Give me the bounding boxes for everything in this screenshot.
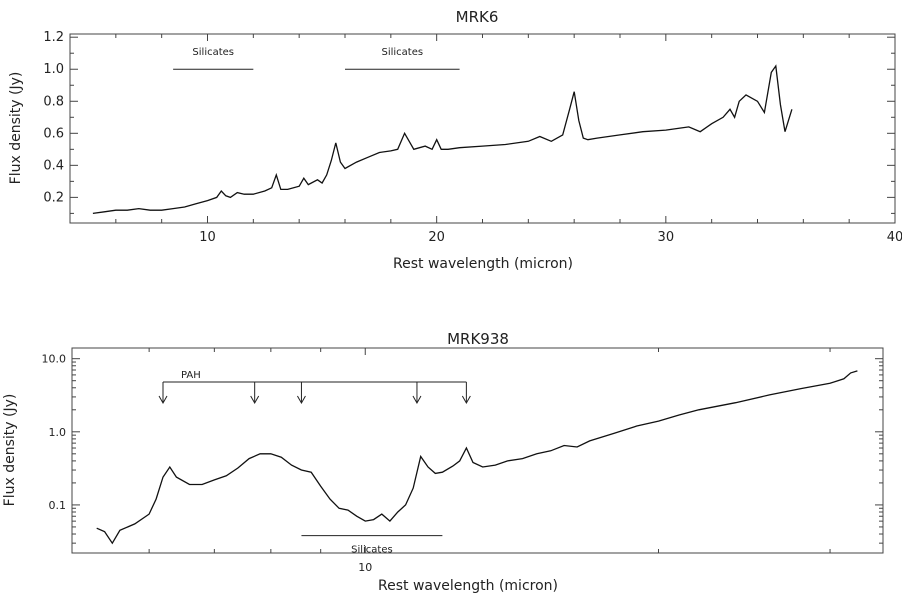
annotation-label: PAH <box>181 370 201 381</box>
y-axis-label: Flux density (Jy) <box>2 394 18 507</box>
annotation-arrow-head <box>297 395 306 404</box>
x-tick-label: 10 <box>358 561 372 574</box>
y-axis-label: Flux density (Jy) <box>8 72 24 185</box>
annotation-arrow-head <box>412 395 422 404</box>
chart-mrk938: MRK938 10 0.1 1.0 10.0 Rest wavelength (mi… <box>2 330 884 594</box>
x-axis-ticks: 10 20 30 40 <box>115 34 902 245</box>
plot-frame <box>69 33 896 224</box>
y-tick-label: 10.0 <box>42 353 67 366</box>
x-tick-label: 20 <box>428 230 445 245</box>
series-line <box>92 64 793 215</box>
y-tick-label: 0.4 <box>43 158 64 173</box>
y-tick-label: 0.8 <box>43 94 64 109</box>
annotation-arrow-head <box>158 395 168 404</box>
y-axis-ticks: 0.1 1.0 10.0 <box>42 353 883 544</box>
annotation-label: Silicates <box>192 47 234 58</box>
y-tick-label: 1.2 <box>43 30 64 45</box>
annotation-label: Silicates <box>381 47 423 58</box>
chart-mrk6: MRK6 10 20 30 40 0.2 0.4 0.6 0.8 1.0 1.2 Rest wa… <box>8 8 902 272</box>
x-axis-ticks: 10 <box>148 348 831 574</box>
y-tick-label: 1.0 <box>49 426 67 439</box>
y-axis-ticks: 0.2 0.4 0.6 0.8 1.0 1.2 <box>43 30 895 214</box>
y-tick-label: 0.1 <box>49 499 67 512</box>
y-tick-label: 0.6 <box>43 126 64 141</box>
y-tick-label: 1.0 <box>43 62 64 77</box>
x-tick-label: 30 <box>658 230 675 245</box>
chart-title: MRK6 <box>456 8 499 26</box>
plot-frame <box>71 347 884 554</box>
y-tick-label: 0.2 <box>43 190 64 205</box>
annotation-label: Silicates <box>351 545 393 556</box>
annotation-arrow-head <box>461 395 471 404</box>
chart-title: MRK938 <box>447 330 509 348</box>
x-axis-label: Rest wavelength (micron) <box>378 578 558 594</box>
x-axis-label: Rest wavelength (micron) <box>393 256 573 272</box>
x-tick-label: 10 <box>199 230 216 245</box>
x-tick-label: 40 <box>887 230 902 245</box>
annotation-arrow-head <box>250 395 260 404</box>
annotations: PAH Silicates <box>158 370 471 556</box>
series-line <box>96 370 858 545</box>
annotations: Silicates Silicates <box>173 47 460 70</box>
